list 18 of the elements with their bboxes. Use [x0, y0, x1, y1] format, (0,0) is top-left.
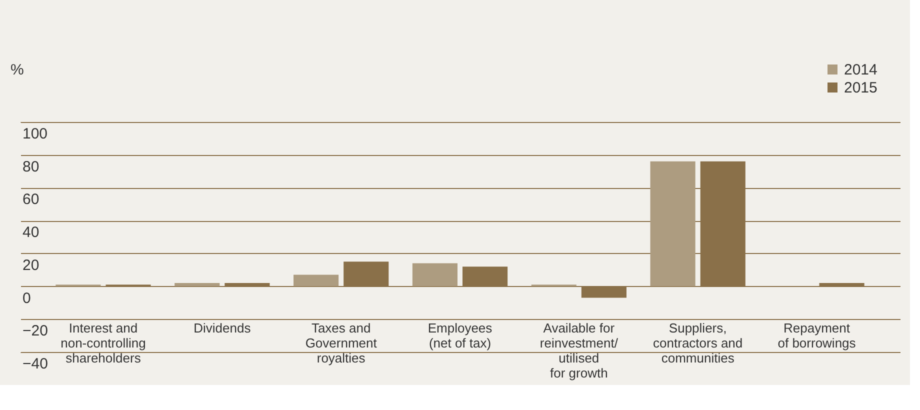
x-tick-label: Taxes and Government royalties: [305, 320, 378, 366]
y-tick-label: 40: [22, 224, 40, 242]
y-tick-label: −40: [22, 356, 48, 372]
legend-label: 2015: [844, 80, 878, 96]
x-tick-label: Employees (net of tax): [428, 320, 493, 350]
x-tick-label: Available for reinvestment/ utilised for growth: [540, 320, 618, 380]
y-tick-label: 80: [22, 158, 40, 176]
x-tick-label: Repayment of borrowings: [778, 320, 856, 350]
x-tick-label: Suppliers, contractors and communities: [653, 320, 743, 366]
y-tick-label: 0: [22, 290, 31, 307]
x-tick-label: Interest and non-controlling shareholders: [60, 320, 146, 366]
y-tick-label: 100: [22, 126, 48, 142]
y-tick-label: −20: [22, 322, 48, 340]
y-tick-label: 20: [22, 256, 40, 274]
x-tick-label: Dividends: [194, 320, 252, 336]
y-tick-label: 60: [22, 191, 40, 208]
legend-label: 2014: [844, 62, 878, 78]
y-axis-title: %: [10, 62, 24, 78]
